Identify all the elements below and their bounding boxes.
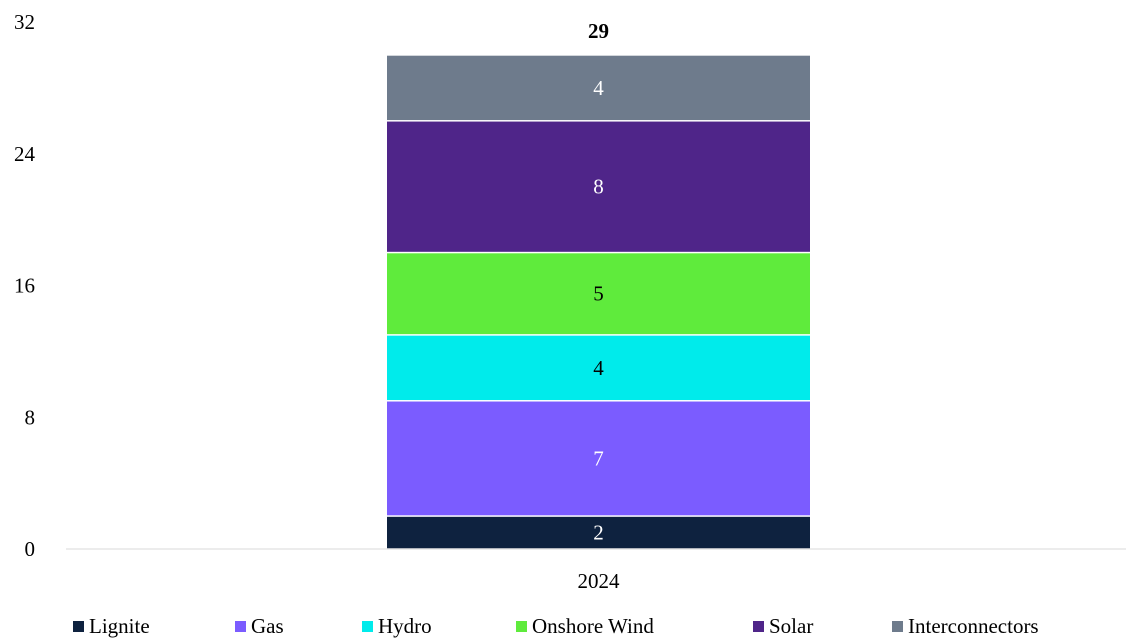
legend-swatch — [73, 621, 84, 632]
bar-segment-solar — [387, 121, 810, 252]
legend: Lignite Gas Hydro Onshore Wind Solar Intercon… — [0, 614, 1126, 642]
legend-swatch — [516, 621, 527, 632]
legend-item: Solar — [753, 614, 813, 639]
y-tick-label: 32 — [14, 10, 35, 34]
bar-segment-lignite — [387, 516, 810, 549]
legend-swatch — [753, 621, 764, 632]
bar-segment-onshore-wind — [387, 253, 810, 335]
y-tick-label: 0 — [25, 537, 36, 561]
legend-swatch — [235, 621, 246, 632]
legend-label: Hydro — [378, 614, 432, 638]
bar-segment-interconnectors — [387, 55, 810, 121]
data-label: 2 — [593, 521, 604, 545]
y-tick-label: 24 — [14, 142, 36, 166]
x-axis-labels: 2024 — [578, 569, 621, 593]
legend-item: Lignite — [73, 614, 150, 639]
legend-swatch — [362, 621, 373, 632]
total-label: 29 — [588, 19, 609, 43]
data-label: 4 — [593, 356, 604, 380]
legend-swatch — [892, 621, 903, 632]
chart-svg: 0 8 16 24 32 2 7 4 5 8 4 29 2024 — [14, 10, 1126, 593]
y-axis-ticks: 0 8 16 24 32 — [14, 10, 36, 561]
bars: 2 7 4 5 8 4 29 — [387, 19, 810, 549]
legend-label: Interconnectors — [908, 614, 1039, 638]
legend-item: Gas — [235, 614, 284, 639]
data-label: 5 — [593, 282, 604, 306]
data-label: 4 — [593, 76, 604, 100]
legend-label: Lignite — [89, 614, 150, 638]
data-label: 8 — [593, 175, 604, 199]
y-tick-label: 8 — [25, 405, 36, 429]
bar-segment-gas — [387, 401, 810, 516]
legend-item: Interconnectors — [892, 614, 1039, 639]
legend-label: Solar — [769, 614, 814, 638]
legend-label: Gas — [251, 614, 284, 638]
legend-item: Onshore Wind — [516, 614, 654, 639]
legend-item: Hydro — [362, 614, 432, 639]
bar-segment-hydro — [387, 335, 810, 401]
legend-label: Onshore Wind — [532, 614, 654, 638]
x-tick-label: 2024 — [578, 569, 621, 593]
data-label: 7 — [593, 446, 604, 470]
y-tick-label: 16 — [14, 274, 35, 298]
